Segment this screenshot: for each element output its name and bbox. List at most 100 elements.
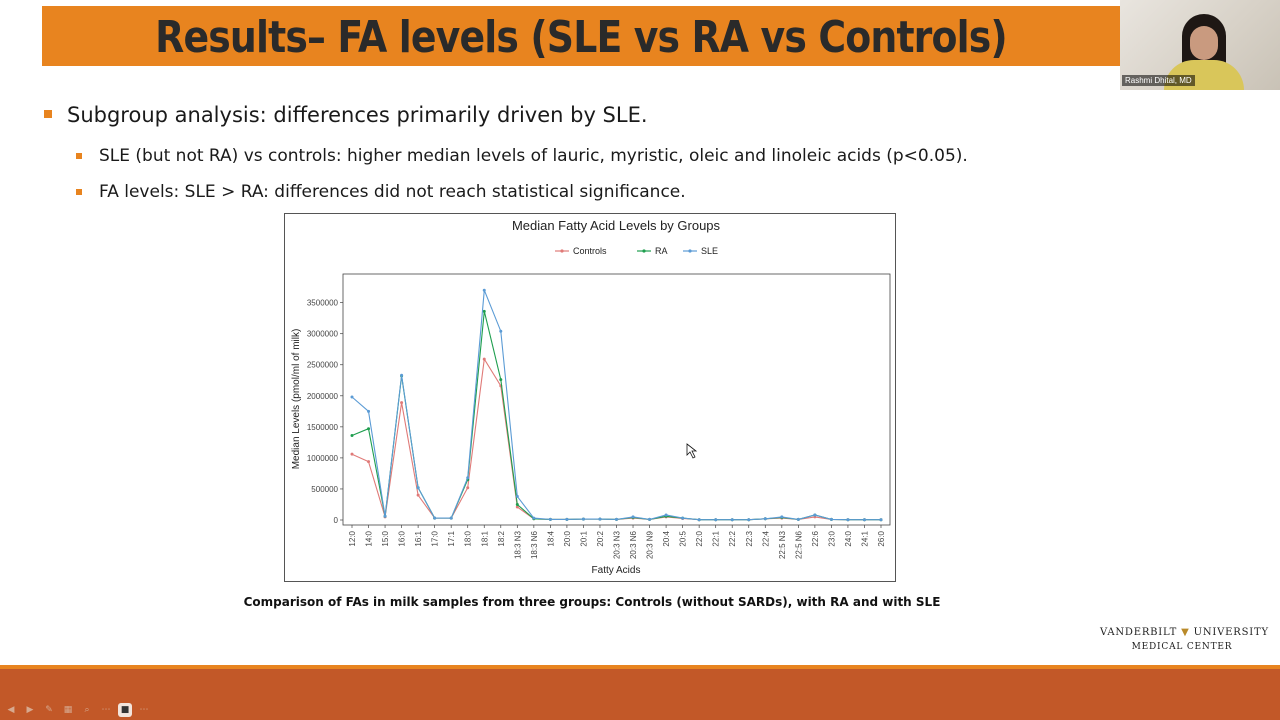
data-point-sle bbox=[664, 513, 668, 517]
y-tick-label: 1500000 bbox=[307, 423, 339, 432]
x-tick-label: 20:4 bbox=[662, 530, 671, 546]
x-tick-label: 12:0 bbox=[348, 530, 357, 546]
x-tick-label: 22:5 N6 bbox=[794, 530, 803, 559]
data-point-sle bbox=[763, 517, 767, 521]
legend-marker-sle bbox=[688, 249, 692, 253]
x-tick-label: 18:4 bbox=[546, 530, 555, 546]
data-point-sle bbox=[648, 517, 652, 521]
bottom-bar bbox=[0, 669, 1280, 720]
data-point-sle bbox=[581, 517, 585, 521]
x-tick-label: 22:3 bbox=[745, 530, 754, 546]
x-tick-label: 18:3 N3 bbox=[513, 530, 522, 559]
data-point-sle bbox=[367, 409, 371, 413]
data-point-controls bbox=[367, 460, 371, 464]
data-point-controls bbox=[350, 452, 354, 456]
x-tick-label: 26:0 bbox=[877, 530, 886, 546]
data-point-sle bbox=[615, 517, 618, 521]
legend-marker-controls bbox=[560, 249, 564, 253]
pen-icon[interactable]: ✎ bbox=[45, 705, 53, 715]
data-point-sle bbox=[383, 514, 387, 518]
participant-video[interactable]: Rashmi Dhital, MD bbox=[1120, 0, 1280, 90]
data-point-controls bbox=[482, 357, 486, 361]
data-point-sle bbox=[681, 516, 685, 520]
x-axis-label: Fatty Acids bbox=[592, 565, 641, 576]
chart-title: Median Fatty Acid Levels by Groups bbox=[512, 218, 721, 233]
y-tick-label: 2500000 bbox=[307, 361, 339, 370]
data-point-controls bbox=[515, 505, 519, 509]
slides-icon[interactable]: ▦ bbox=[63, 705, 73, 715]
data-point-sle bbox=[846, 518, 850, 522]
bottom-accent-line bbox=[0, 665, 1280, 669]
chart-frame: Median Fatty Acid Levels by Groups Contro… bbox=[284, 213, 896, 582]
y-tick-label: 500000 bbox=[311, 485, 338, 494]
data-point-sle bbox=[813, 513, 817, 517]
x-tick-label: 22:6 bbox=[811, 530, 820, 546]
options-icon[interactable]: ⋯ bbox=[139, 705, 149, 715]
data-point-controls bbox=[466, 486, 470, 490]
y-tick-label: 3000000 bbox=[307, 330, 339, 339]
vanderbilt-logo: VANDERBILT ▼ UNIVERSITY MEDICAL CENTER bbox=[1100, 627, 1268, 652]
legend-label-ra: RA bbox=[655, 246, 668, 256]
x-tick-label: 16:1 bbox=[414, 530, 423, 546]
title-bar: Results– FA levels (SLE vs RA vs Control… bbox=[42, 6, 1120, 66]
x-tick-label: 15:0 bbox=[381, 530, 390, 546]
x-tick-label: 18:1 bbox=[480, 530, 489, 546]
data-point-sle bbox=[565, 517, 569, 521]
x-tick-label: 18:3 N6 bbox=[530, 530, 539, 559]
data-point-sle bbox=[466, 476, 470, 480]
x-tick-label: 20:5 bbox=[679, 530, 688, 546]
x-tick-label: 22:2 bbox=[728, 530, 737, 546]
participant-name: Rashmi Dhital, MD bbox=[1122, 75, 1195, 86]
data-point-ra bbox=[350, 434, 354, 438]
data-point-sle bbox=[631, 515, 635, 519]
chart-caption: Comparison of FAs in milk samples from t… bbox=[243, 595, 941, 609]
more-icon[interactable]: ⋯ bbox=[101, 705, 111, 715]
data-point-sle bbox=[747, 518, 751, 522]
data-point-sle bbox=[697, 518, 701, 522]
logo-v-icon: ▼ bbox=[1181, 627, 1190, 638]
x-tick-label: 22:5 N3 bbox=[778, 530, 787, 559]
x-tick-label: 17:1 bbox=[447, 530, 456, 546]
zoom-icon[interactable]: ⌕ bbox=[84, 705, 90, 715]
y-tick-label: 3500000 bbox=[307, 299, 339, 308]
participant-face bbox=[1190, 26, 1218, 60]
next-icon[interactable]: ▶ bbox=[26, 705, 34, 715]
data-point-sle bbox=[449, 516, 453, 520]
x-tick-label: 22:1 bbox=[712, 530, 721, 546]
data-point-sle bbox=[515, 494, 519, 498]
x-tick-label: 23:0 bbox=[827, 530, 836, 546]
x-tick-label: 18:0 bbox=[464, 530, 473, 546]
y-tick-label: 1000000 bbox=[307, 454, 339, 463]
presenter-controls: ◀ ▶ ✎ ▦ ⌕ ⋯ ■ ⋯ bbox=[4, 703, 151, 717]
x-tick-label: 20:3 N9 bbox=[646, 530, 655, 559]
camera-icon[interactable]: ■ bbox=[118, 703, 132, 717]
data-point-sle bbox=[714, 518, 718, 522]
logo-left: VANDERBILT bbox=[1100, 627, 1178, 638]
series-line-sle bbox=[351, 289, 881, 521]
x-tick-label: 24:1 bbox=[860, 530, 869, 546]
x-tick-label: 20:3 N6 bbox=[629, 530, 638, 559]
x-tick-label: 17:0 bbox=[431, 530, 440, 546]
bullet-main: Subgroup analysis: differences primarily… bbox=[67, 103, 648, 127]
data-point-sle bbox=[598, 517, 602, 521]
sub-bullet-marker bbox=[76, 153, 82, 159]
y-axis-label: Median Levels (pmol/ml of milk) bbox=[291, 329, 302, 470]
legend-label-controls: Controls bbox=[573, 246, 607, 256]
x-tick-label: 20:2 bbox=[596, 530, 605, 546]
prev-icon[interactable]: ◀ bbox=[7, 705, 15, 715]
x-tick-label: 20:1 bbox=[579, 530, 588, 546]
logo-right: UNIVERSITY bbox=[1193, 627, 1269, 638]
data-point-controls bbox=[416, 493, 420, 497]
sub-bullet-1: SLE (but not RA) vs controls: higher med… bbox=[99, 146, 968, 166]
series-line-ra bbox=[351, 311, 881, 521]
data-point-ra bbox=[499, 378, 503, 382]
x-tick-label: 22:0 bbox=[695, 530, 704, 546]
x-tick-label: 18:2 bbox=[497, 530, 506, 546]
x-tick-label: 20:0 bbox=[563, 530, 572, 546]
data-point-sle bbox=[548, 517, 552, 521]
data-point-sle bbox=[829, 517, 833, 521]
data-point-sle bbox=[499, 329, 503, 333]
data-point-ra bbox=[482, 309, 486, 313]
bullet-marker bbox=[44, 110, 52, 118]
x-tick-label: 22:4 bbox=[761, 530, 770, 546]
